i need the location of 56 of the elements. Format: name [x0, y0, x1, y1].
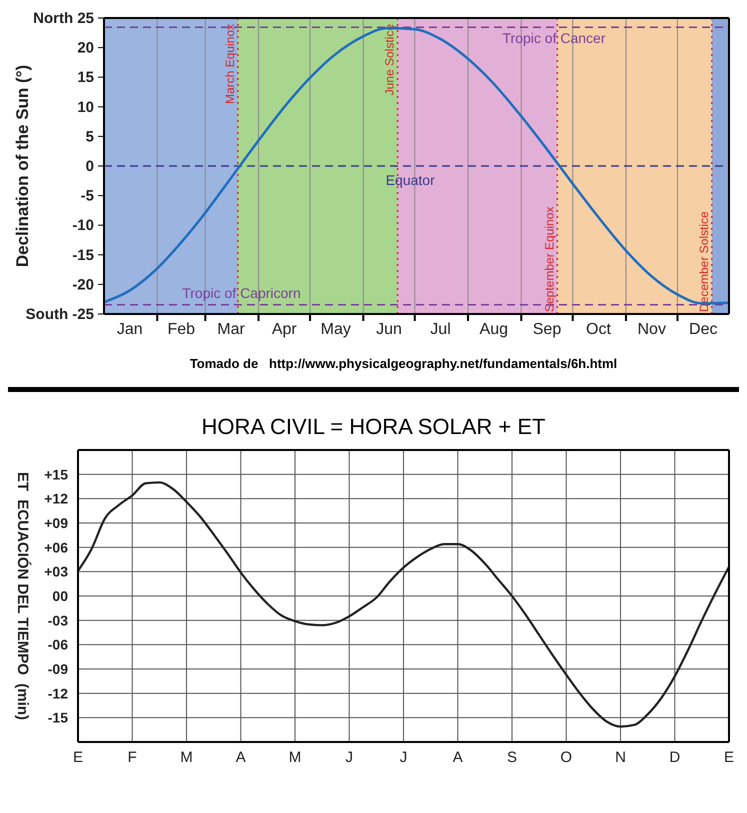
x-tick-label: J [400, 749, 408, 766]
x-tick-label: Sep [532, 321, 562, 338]
x-tick-label: S [506, 749, 518, 766]
x-tick-label: M [180, 749, 193, 766]
x-tick-label: Feb [167, 321, 196, 338]
y-tick-label: -20 [72, 276, 94, 294]
y-tick-label: 15 [77, 69, 94, 86]
x-tick-label: M [288, 749, 302, 766]
x-tick-label: D [669, 749, 680, 766]
y-tick-label: -10 [72, 217, 94, 234]
y-tick-label: +15 [44, 466, 68, 482]
x-tick-label: Jul [430, 321, 451, 338]
y-tick-label: -03 [48, 612, 68, 628]
ref-line-label: Equator [386, 172, 436, 188]
ref-line-label: December Solstice [696, 210, 711, 312]
line-series [78, 481, 729, 728]
y-tick-label: 5 [86, 128, 94, 146]
y-tick-label: -06 [48, 636, 68, 653]
y-tick-label: +09 [44, 515, 68, 531]
y-axis-title: ET ECUACIÓN DEL TIEMPO (min) [14, 472, 32, 720]
y-tick-label: 00 [52, 588, 68, 604]
y-tick-label: North 25 [33, 10, 94, 27]
y-tick-label: South -25 [26, 306, 94, 323]
ref-line-label: September Equinox [542, 206, 556, 312]
x-tick-label: Oct [586, 321, 612, 338]
y-tick-label: 0 [86, 158, 94, 175]
x-tick-label: A [452, 749, 463, 766]
ref-line-label: March Equinox [222, 24, 237, 104]
x-tick-label: E [724, 749, 734, 766]
x-tick-label: Nov [638, 321, 666, 338]
chart-title: HORA CIVIL = HORA SOLAR + ET [200, 414, 546, 440]
y-tick-label: -12 [48, 685, 68, 702]
x-tick-label: E [72, 749, 84, 766]
x-tick-label: N [615, 749, 626, 766]
x-tick-label: F [128, 749, 137, 766]
x-tick-label: O [560, 749, 572, 766]
x-tick-label: Dec [689, 321, 718, 338]
y-tick-label: +06 [44, 539, 68, 556]
text: Tomado de http://www.physicalgeography.net/fundamentals/6h.html [188, 356, 618, 371]
x-tick-label: Apr [272, 321, 298, 338]
x-tick-label: Aug [480, 321, 508, 338]
y-tick-label: -09 [48, 661, 68, 677]
y-tick-label: -15 [72, 246, 94, 264]
x-tick-label: Mar [217, 321, 246, 338]
x-tick-label: Jun [376, 321, 402, 338]
y-tick-label: +03 [44, 564, 68, 580]
y-tick-label: +12 [44, 490, 68, 507]
x-tick-label: Jan [116, 321, 143, 338]
y-tick-label: 10 [77, 98, 94, 116]
x-tick-label: J [346, 749, 353, 766]
y-tick-label: -15 [48, 710, 68, 726]
x-tick-label: May [320, 321, 351, 338]
x-tick-label: A [236, 749, 246, 766]
y-axis-title: Declination of the Sun (°) [13, 64, 32, 268]
y-tick-label: -5 [80, 188, 94, 205]
y-tick-label: 20 [77, 40, 94, 57]
